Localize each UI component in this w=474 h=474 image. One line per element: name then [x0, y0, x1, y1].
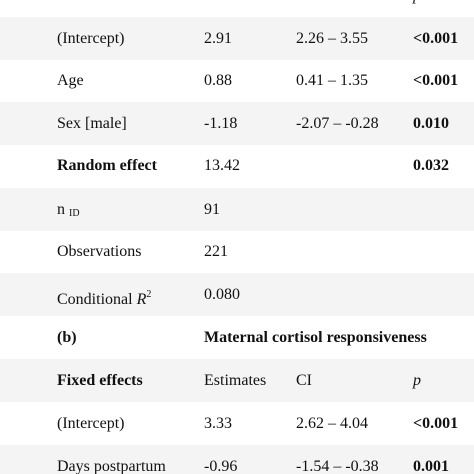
- estimate: 3.33: [204, 415, 232, 432]
- label-text: Conditional: [57, 291, 133, 308]
- label: (Intercept): [57, 415, 125, 432]
- estimate: -0.96: [204, 458, 238, 474]
- label-superscript: 2: [146, 289, 152, 300]
- p-value: <0.001: [413, 30, 459, 47]
- label: (Intercept): [57, 30, 125, 47]
- row: Random effect 13.42 0.032: [0, 144, 474, 187]
- row: Sex [male] -1.18 -2.07 – -0.28 0.010: [0, 102, 474, 145]
- p-value: 0.010: [413, 115, 449, 132]
- estimate: 221: [204, 243, 228, 260]
- header-row: Fixed effects Estimates CI p: [0, 359, 474, 402]
- label: Conditional R2: [57, 273, 151, 316]
- estimate: 2.91: [204, 30, 232, 47]
- row: Observations 221: [0, 230, 474, 273]
- p-header: p: [413, 0, 421, 17]
- section-label: (b): [57, 329, 77, 346]
- label: Sex [male]: [57, 115, 127, 132]
- p-value: 0.001: [413, 458, 449, 474]
- row: Days postpartum -0.96 -1.54 – -0.38 0.00…: [0, 445, 474, 474]
- label-italic: R: [136, 291, 147, 308]
- ci: -1.54 – -0.38: [296, 458, 379, 474]
- label-subscript: ID: [69, 208, 80, 219]
- p-value: <0.001: [413, 72, 459, 89]
- ci: -2.07 – -0.28: [296, 115, 379, 132]
- label: Random effect: [57, 157, 157, 174]
- row: Age 0.88 0.41 – 1.35 <0.001: [0, 59, 474, 102]
- estimate: 13.42: [204, 157, 240, 174]
- row: (Intercept) 2.91 2.26 – 3.55 <0.001: [0, 17, 474, 60]
- section-row: (b) Maternal cortisol responsiveness: [0, 316, 474, 359]
- ci: 2.62 – 4.04: [296, 415, 368, 432]
- ci: 2.26 – 3.55: [296, 30, 368, 47]
- estimate: -1.18: [204, 115, 238, 132]
- label: n ID: [57, 188, 80, 231]
- ci: 0.41 – 1.35: [296, 72, 368, 89]
- header-row: p: [0, 0, 474, 17]
- estimate: 0.080: [204, 286, 240, 303]
- header-p: p: [413, 372, 421, 389]
- estimate: 0.88: [204, 72, 232, 89]
- label: Observations: [57, 243, 142, 260]
- p-value: 0.032: [413, 157, 449, 174]
- header-estimates: Estimates: [204, 372, 267, 389]
- section-title: Maternal cortisol responsiveness: [204, 329, 427, 346]
- p-value: <0.001: [413, 415, 459, 432]
- header-ci: CI: [296, 372, 312, 389]
- label: Days postpartum: [57, 458, 166, 474]
- row: (Intercept) 3.33 2.62 – 4.04 <0.001: [0, 402, 474, 445]
- estimate: 91: [204, 201, 220, 218]
- row: n ID 91: [0, 188, 474, 231]
- label: Age: [57, 72, 84, 89]
- header-label: Fixed effects: [57, 372, 143, 389]
- row: Conditional R2 0.080: [0, 273, 474, 316]
- label-text: n: [57, 201, 65, 218]
